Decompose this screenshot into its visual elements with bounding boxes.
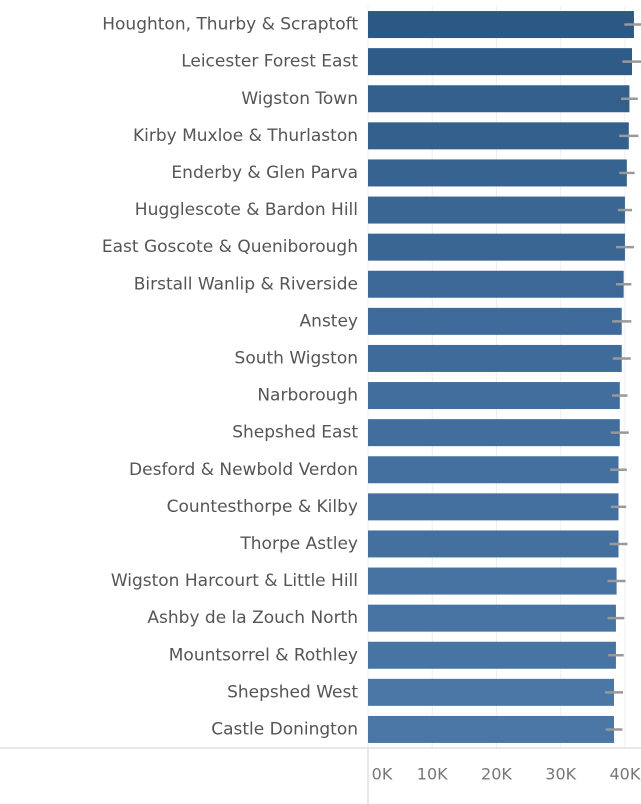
bar [368, 233, 625, 261]
x-tick-label: 30K [545, 765, 576, 784]
bar [368, 48, 633, 76]
bar [368, 122, 629, 150]
y-tick-label: Enderby & Glen Parva [171, 163, 358, 183]
y-tick-label: Thorpe Astley [239, 534, 358, 554]
bar [368, 85, 630, 113]
bar [368, 567, 617, 595]
y-tick-label: Shepshed East [232, 423, 358, 443]
x-tick-label: 20K [481, 765, 512, 784]
bar [368, 493, 619, 521]
bar [368, 456, 619, 484]
y-tick-label: Anstey [300, 311, 358, 331]
bar [368, 344, 622, 372]
y-tick-label: Shepshed West [227, 682, 358, 702]
y-tick-label: Kirby Muxloe & Thurlaston [133, 126, 358, 146]
bar [368, 11, 634, 39]
y-tick-label: Houghton, Thurby & Scraptoft [102, 15, 358, 35]
bar [368, 307, 622, 335]
y-tick-label: Wigston Town [241, 89, 358, 109]
x-tick-label: 10K [417, 765, 448, 784]
y-tick-label: Mountsorrel & Rothley [169, 645, 358, 665]
bar [368, 530, 619, 558]
y-tick-label: Birstall Wanlip & Riverside [134, 274, 358, 294]
bar [368, 382, 620, 410]
bar [368, 715, 615, 743]
bar [368, 604, 616, 632]
bar [368, 419, 620, 447]
y-tick-label: Hugglescote & Bardon Hill [135, 200, 358, 220]
bar [368, 270, 624, 298]
y-tick-label: Ashby de la Zouch North [147, 608, 358, 628]
y-tick-label: Castle Donington [211, 719, 358, 739]
y-tick-label: East Goscote & Queniborough [102, 237, 358, 257]
x-tick-label: 40K [610, 765, 641, 784]
y-tick-label: Narborough [257, 386, 358, 406]
bar [368, 159, 627, 187]
bar [368, 678, 615, 706]
y-tick-label: South Wigston [235, 348, 358, 368]
bar [368, 196, 625, 224]
y-tick-label: Leicester Forest East [181, 52, 358, 72]
x-tick-label: 0K [372, 765, 393, 784]
y-tick-label: Desford & Newbold Verdon [129, 460, 358, 480]
bar [368, 641, 616, 669]
y-tick-label: Wigston Harcourt & Little Hill [111, 571, 358, 591]
y-tick-label: Countesthorpe & Kilby [167, 497, 358, 517]
